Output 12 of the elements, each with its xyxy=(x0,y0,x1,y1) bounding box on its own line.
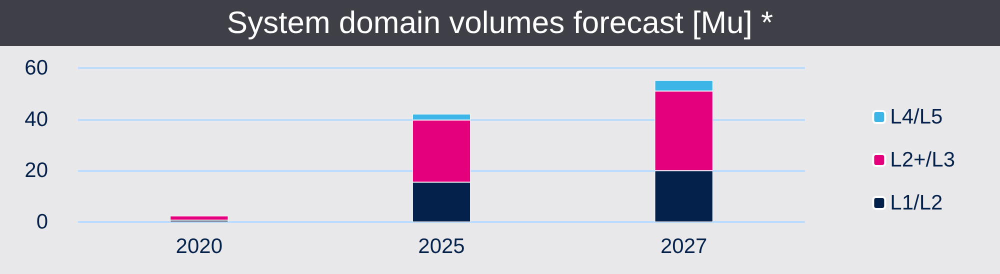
legend-label: L2+/L3 xyxy=(890,148,956,172)
x-tick-label: 2020 xyxy=(176,235,223,258)
x-tick-label: 2025 xyxy=(418,235,465,258)
chart-title: System domain volumes forecast [Mu] * xyxy=(0,0,1000,46)
legend-label: L4/L5 xyxy=(890,106,943,128)
legend-label: L1/L2 xyxy=(890,192,943,214)
x-tick-label: 2027 xyxy=(660,235,708,258)
y-tick-label: 20 xyxy=(24,159,48,182)
bar xyxy=(170,216,228,220)
y-tick-label: 0 xyxy=(36,210,48,234)
y-tick-label: 40 xyxy=(24,108,48,131)
y-tick-label: 60 xyxy=(24,56,48,80)
